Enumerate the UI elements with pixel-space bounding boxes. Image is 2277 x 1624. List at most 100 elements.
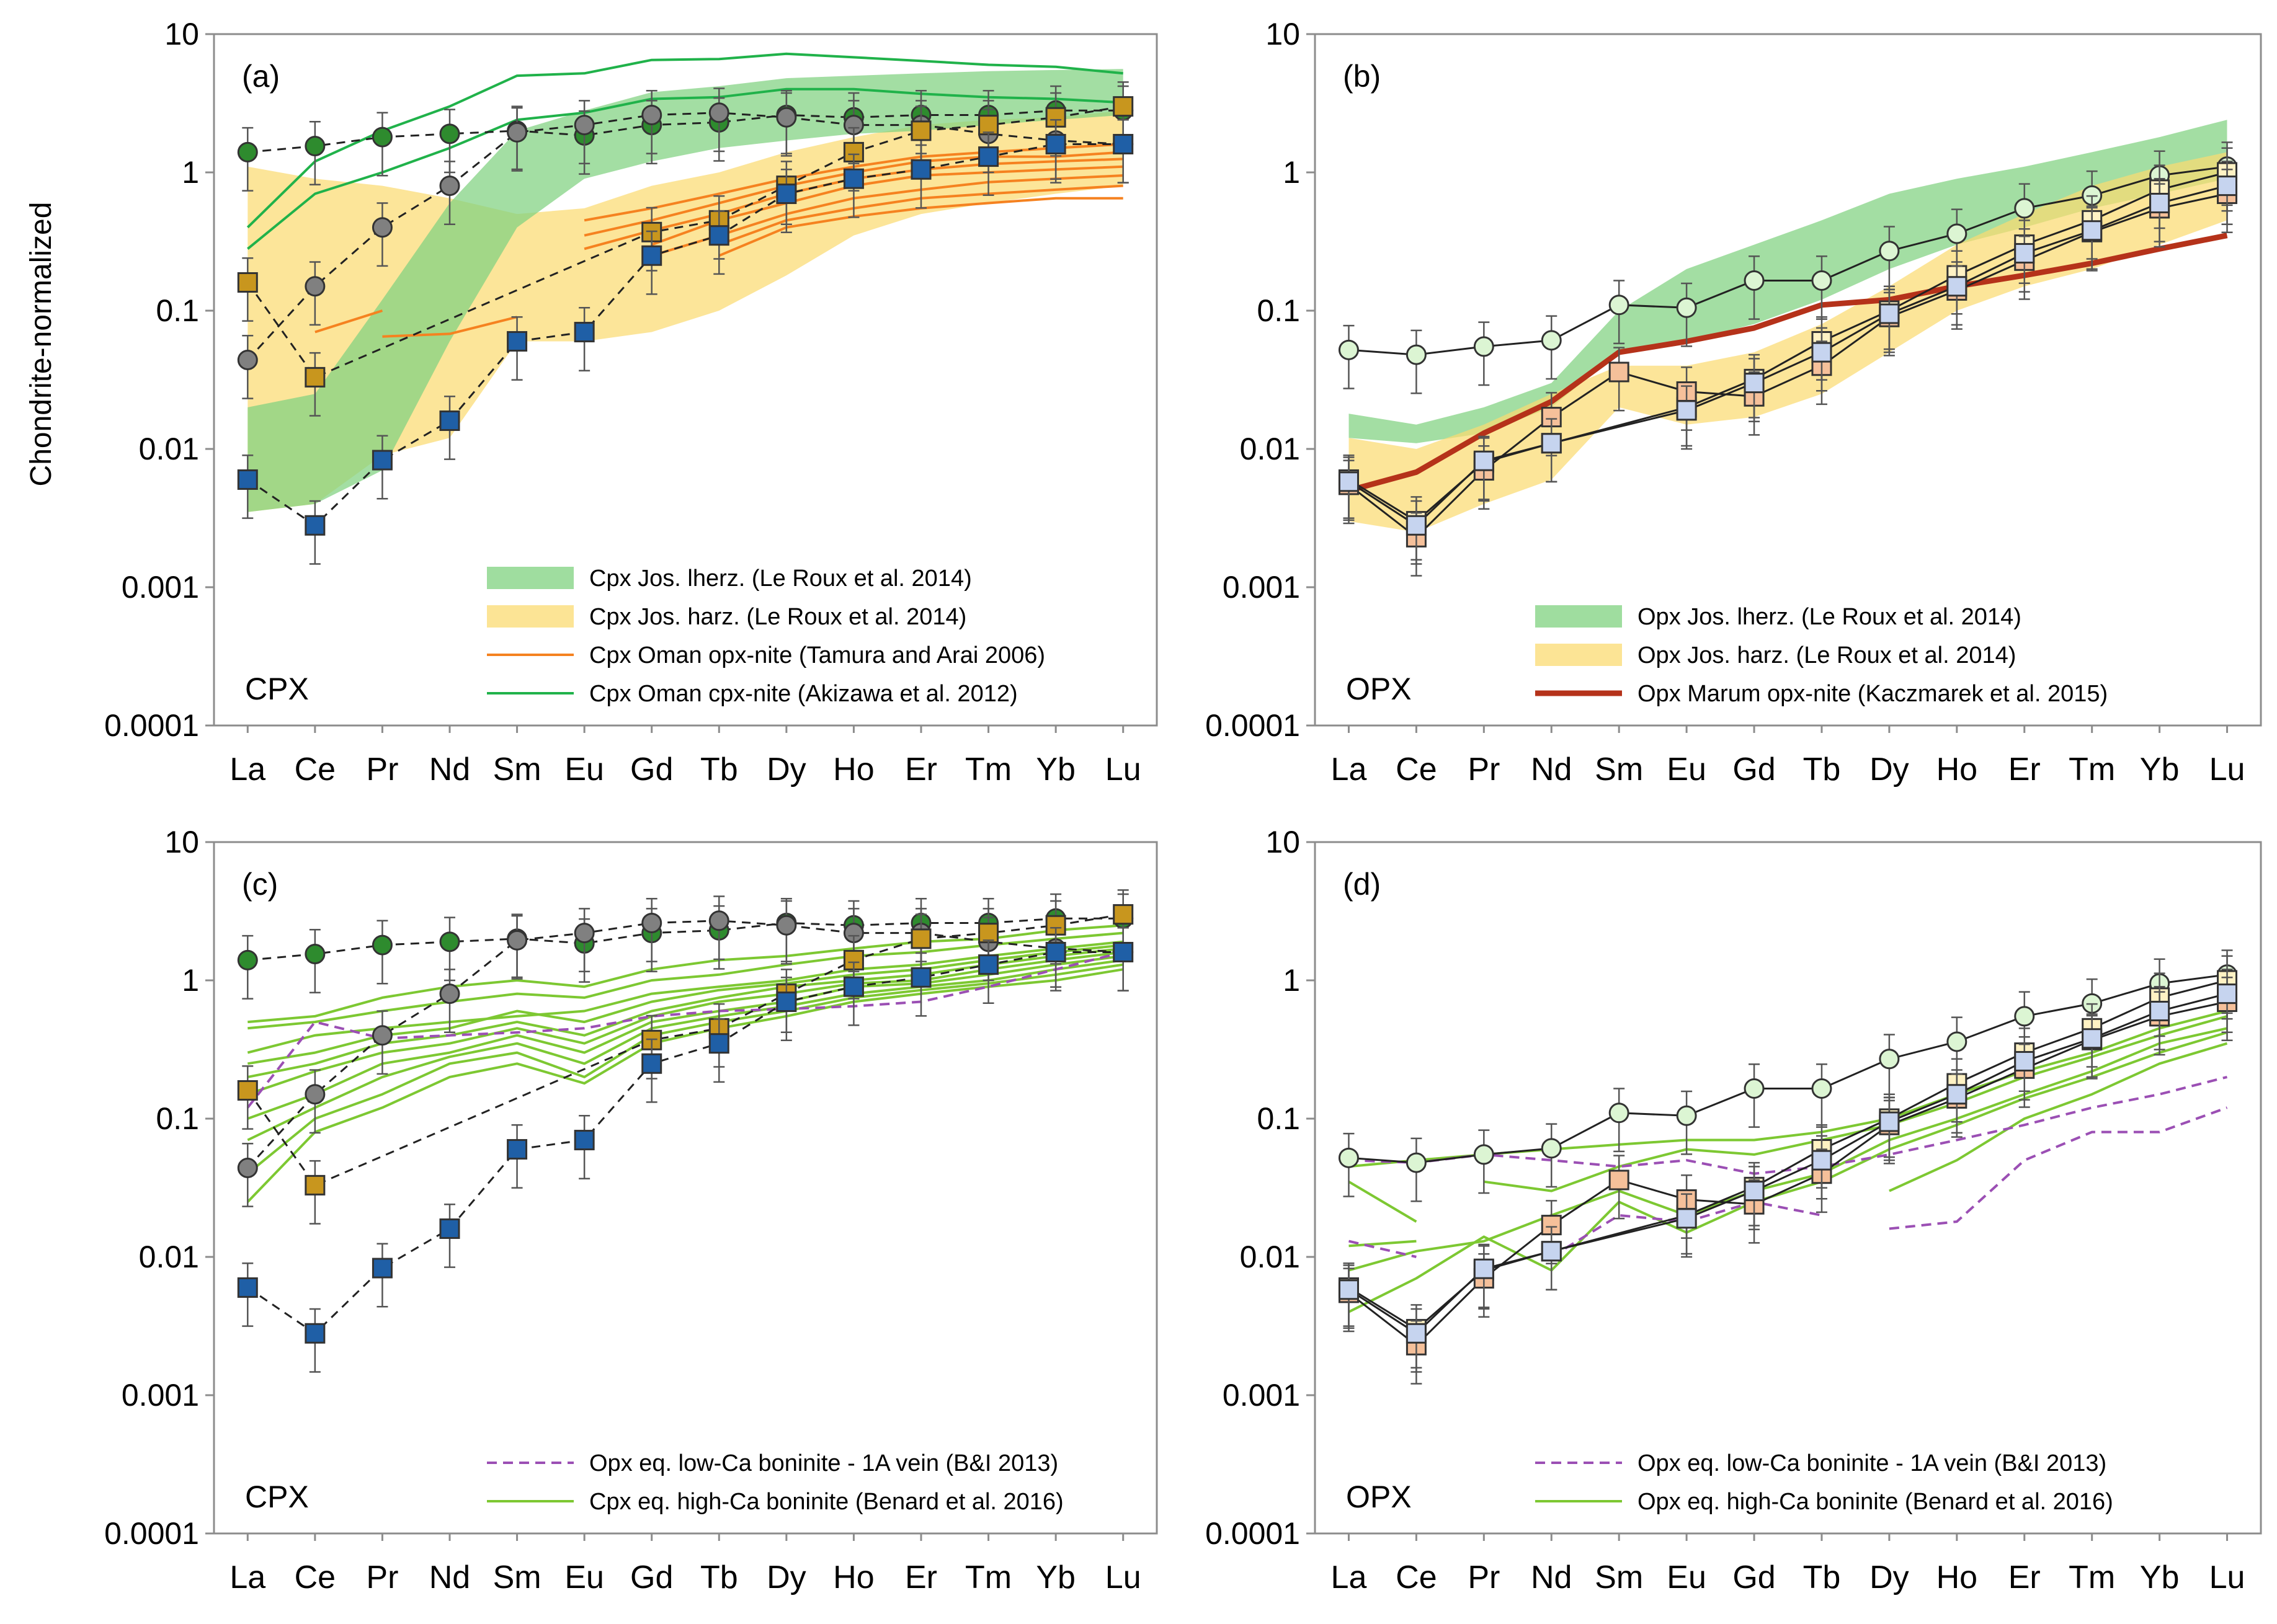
data-point-square <box>708 1033 729 1054</box>
series-line <box>247 931 1123 1030</box>
data-point-square <box>2217 175 2238 197</box>
x-tick-label: Lu <box>2209 752 2245 788</box>
legend-swatch <box>1535 644 1622 666</box>
data-point-square <box>1473 450 1494 471</box>
data-point-circle <box>1744 1078 1765 1099</box>
x-tick-label: Nd <box>1531 1560 1572 1595</box>
sample-line <box>1348 193 2227 539</box>
series-line <box>1348 233 2228 494</box>
legend-label: Opx Jos. lherz. (Le Roux et al. 2014) <box>1638 604 2021 630</box>
data-point-circle <box>641 104 662 125</box>
sample-line <box>247 913 1123 1187</box>
y-tick-label: 0.001 <box>122 1378 199 1413</box>
x-tick-label: Pr <box>1468 1560 1500 1595</box>
data-point-square <box>2082 1028 2103 1049</box>
series-line <box>1484 1014 2228 1192</box>
data-point-circle <box>1879 1049 1900 1070</box>
data-point-circle <box>1946 1031 1967 1052</box>
series-line <box>314 309 383 334</box>
sample-line <box>247 143 1123 527</box>
x-tick-label: Dy <box>1869 752 1909 788</box>
chart-panel-4: 0.0001 0.001 0.01 0.1 1 10 La Ce Pr Nd Sm Eu Gd Tb Dy H… <box>1205 825 2262 1595</box>
x-tick-label: Ce <box>295 1560 336 1595</box>
y-tick-label: 10 <box>164 825 199 859</box>
data-point-square <box>843 168 864 189</box>
sample-line <box>247 951 1123 1335</box>
data-point-square <box>911 159 932 180</box>
x-tick-label: Lu <box>1105 1560 1141 1595</box>
legend-label: Cpx Jos. harz. (Le Roux et al. 2014) <box>589 604 966 630</box>
series-line <box>1889 1042 2228 1192</box>
data-point-square <box>1608 1169 1629 1191</box>
x-tick-label: Tb <box>700 752 738 788</box>
x-tick-label: Er <box>905 752 937 788</box>
data-point-square <box>2149 192 2170 213</box>
series-line <box>1348 1075 2227 1175</box>
series-line <box>247 951 1123 1096</box>
x-tick-label: La <box>1331 752 1367 788</box>
x-tick-label: Eu <box>1667 1560 1706 1595</box>
data-point-square <box>1113 133 1134 154</box>
x-tick-label: Dy <box>767 1560 806 1595</box>
x-tick-label: La <box>229 752 265 788</box>
data-point-circle <box>2014 1006 2035 1027</box>
panel-label: (c) <box>242 867 278 902</box>
data-point-square <box>237 272 258 293</box>
data-point-circle <box>1676 297 1697 318</box>
data-point-circle <box>1608 1103 1629 1124</box>
x-tick-label: Tb <box>1803 752 1841 788</box>
y-tick-label: 0.0001 <box>104 708 199 743</box>
x-tick-label: Yb <box>2140 752 2180 788</box>
data-point-square <box>978 923 999 944</box>
data-point-square <box>911 967 932 988</box>
y-tick-label: 1 <box>1283 963 1300 998</box>
x-tick-label: Eu <box>564 1560 604 1595</box>
data-point-circle <box>439 123 460 144</box>
data-point-square <box>978 115 999 136</box>
data-point-circle <box>1338 1147 1359 1168</box>
data-point-square <box>1811 1150 1832 1171</box>
data-point-circle <box>1676 1105 1697 1126</box>
data-point-square <box>1338 471 1359 492</box>
range-band <box>247 69 1123 512</box>
data-point-square <box>305 1174 326 1196</box>
data-point-circle <box>776 107 797 128</box>
x-tick-label: Yb <box>1036 752 1076 788</box>
data-point-circle <box>1879 241 1900 262</box>
x-tick-label: Lu <box>1105 752 1141 788</box>
data-point-square <box>843 976 864 997</box>
data-point-square <box>911 928 932 949</box>
data-point-square <box>1338 1279 1359 1300</box>
data-point-square <box>1541 1241 1562 1262</box>
chart-panel-2: 0.0001 0.001 0.01 0.1 1 10 La Ce Pr Nd Sm Eu Gd Tb Dy H… <box>1205 17 2262 788</box>
data-point-square <box>776 184 797 205</box>
panel-label: (d) <box>1343 867 1381 902</box>
x-tick-label: Tm <box>965 1560 1012 1595</box>
x-tick-label: Pr <box>1468 752 1500 788</box>
data-point-circle <box>439 931 460 952</box>
x-tick-label: Tb <box>700 1560 738 1595</box>
x-tick-label: Eu <box>564 752 604 788</box>
y-tick-label: 1 <box>1283 155 1300 190</box>
series-line <box>1348 1240 1417 1248</box>
x-tick-label: Ho <box>833 1560 874 1595</box>
x-tick-label: Sm <box>1595 752 1643 788</box>
legend-label: Opx Marum opx-nite (Kaczmarek et al. 201… <box>1638 681 2108 707</box>
data-point-square <box>641 245 662 266</box>
data-point-square <box>2217 983 2238 1005</box>
data-point-circle <box>776 915 797 936</box>
y-tick-label: 0.1 <box>156 293 199 328</box>
data-point-circle <box>372 934 393 956</box>
x-tick-label: Pr <box>366 1560 398 1595</box>
data-point-square <box>1406 1323 1427 1344</box>
x-tick-label: Yb <box>2140 1560 2180 1595</box>
data-point-square <box>372 1258 393 1279</box>
data-point-circle <box>507 122 528 143</box>
data-point-circle <box>237 350 258 371</box>
x-tick-label: Ce <box>1396 1560 1437 1595</box>
data-point-square <box>978 954 999 975</box>
x-tick-label: Nd <box>429 1560 470 1595</box>
y-tick-label: 0.01 <box>139 432 199 466</box>
mineral-label: OPX <box>1346 1480 1412 1514</box>
